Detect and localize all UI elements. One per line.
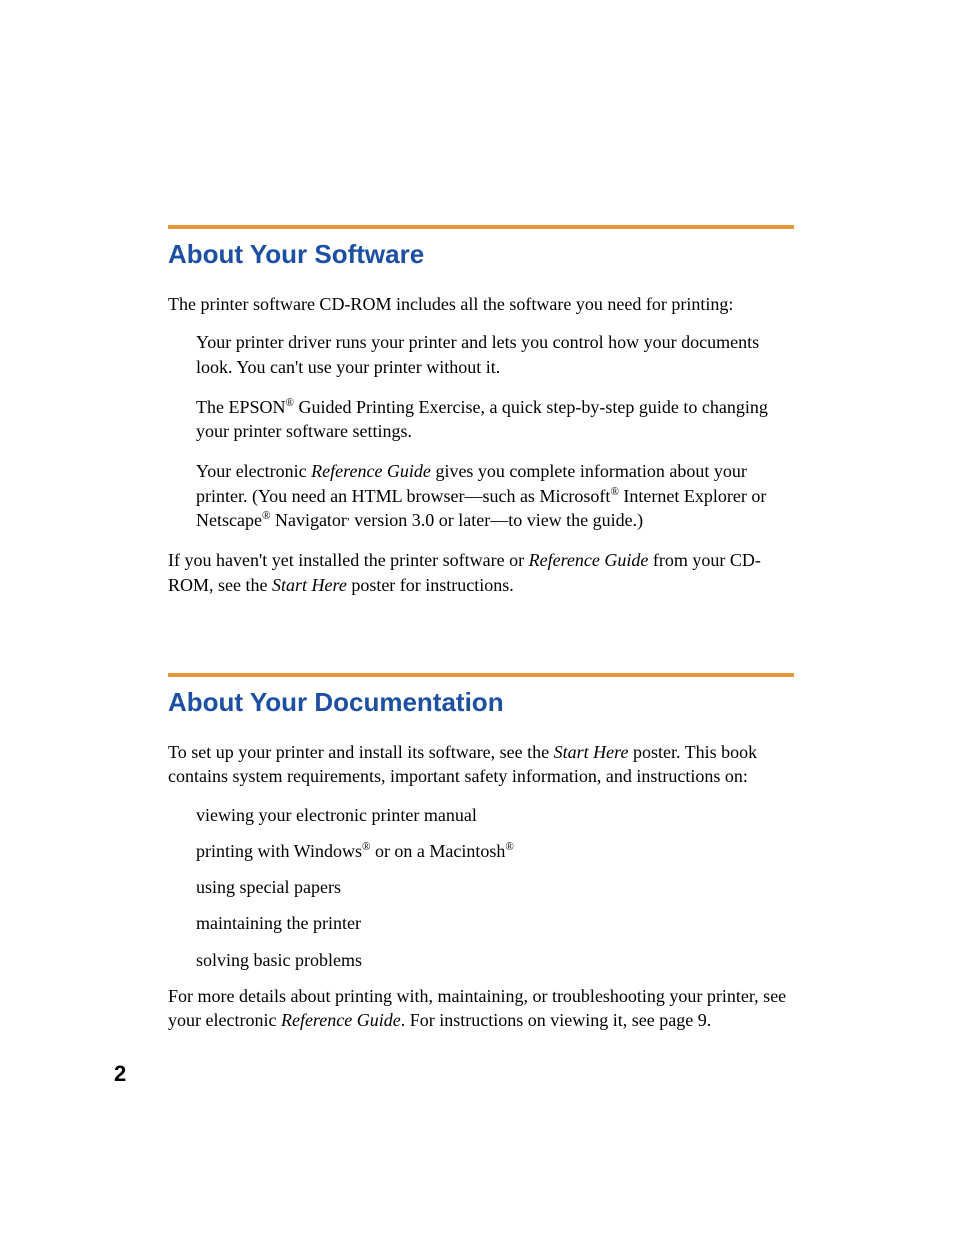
list-item: using special papers: [196, 875, 794, 899]
reference-title: Reference Guide: [529, 550, 649, 570]
reference-title: Start Here: [272, 575, 347, 595]
page-number: 2: [114, 1061, 126, 1087]
document-page: About Your Software The printer software…: [0, 0, 954, 1235]
text-run: printing with Windows: [196, 841, 362, 861]
section-heading-software: About Your Software: [168, 239, 794, 270]
indented-paragraphs: Your printer driver runs your printer an…: [196, 330, 794, 532]
body-paragraph: Your printer driver runs your printer an…: [196, 330, 794, 379]
body-paragraph: Your electronic Reference Guide gives yo…: [196, 459, 794, 532]
outro-paragraph: If you haven't yet installed the printer…: [168, 548, 794, 597]
list-item: printing with Windows ® or on a Macintosh…: [196, 839, 794, 863]
text-run: If you haven't yet installed the printer…: [168, 550, 529, 570]
section-spacer: [168, 611, 794, 673]
reference-title: Reference Guide: [281, 1010, 401, 1030]
intro-paragraph: To set up your printer and install its s…: [168, 740, 794, 789]
registered-mark: ®: [505, 841, 513, 853]
text-run: or on a Macintosh: [370, 841, 505, 861]
section-rule: [168, 225, 794, 229]
reference-title: Start Here: [554, 742, 629, 762]
list-item: viewing your electronic printer manual: [196, 803, 794, 827]
list-item: maintaining the printer: [196, 911, 794, 935]
text-run: The EPSON: [196, 397, 286, 417]
text-run: version 3.0 or later—to view the guide.): [350, 510, 643, 530]
reference-title: Reference Guide: [311, 461, 431, 481]
intro-paragraph: The printer software CD-ROM includes all…: [168, 292, 794, 316]
body-paragraph: The EPSON® Guided Printing Exercise, a q…: [196, 395, 794, 444]
section-rule: [168, 673, 794, 677]
bullet-list: viewing your electronic printer manual p…: [196, 803, 794, 972]
section-heading-documentation: About Your Documentation: [168, 687, 794, 718]
registered-mark: ®: [610, 486, 618, 498]
registered-mark: ®: [286, 397, 294, 409]
list-item: solving basic problems: [196, 948, 794, 972]
text-run: poster for instructions.: [347, 575, 514, 595]
outro-paragraph: For more details about printing with, ma…: [168, 984, 794, 1033]
text-run: . For instructions on viewing it, see pa…: [401, 1010, 711, 1030]
text-run: Your electronic: [196, 461, 311, 481]
text-run: To set up your printer and install its s…: [168, 742, 554, 762]
text-run: Navigator: [270, 510, 346, 530]
